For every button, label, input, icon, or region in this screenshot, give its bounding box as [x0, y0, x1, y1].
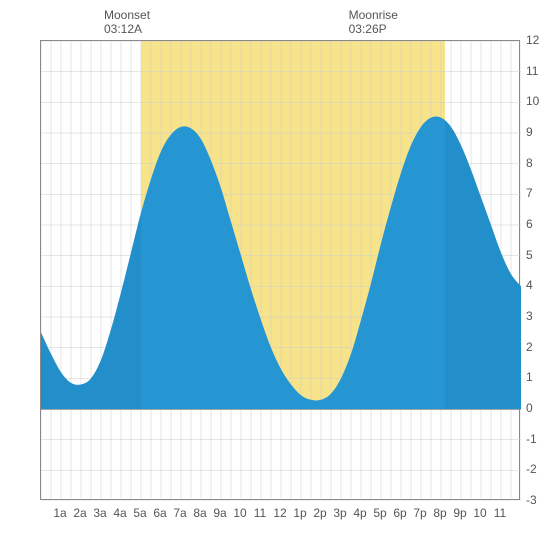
- moonset-time: 03:12A: [104, 22, 150, 36]
- y-tick: 5: [526, 248, 533, 262]
- moonrise-time: 03:26P: [349, 22, 398, 36]
- x-tick: 12: [273, 506, 286, 520]
- x-tick: 7a: [173, 506, 186, 520]
- x-tick: 7p: [413, 506, 426, 520]
- x-tick: 3a: [93, 506, 106, 520]
- x-tick: 9p: [453, 506, 466, 520]
- x-tick: 6p: [393, 506, 406, 520]
- x-tick: 4p: [353, 506, 366, 520]
- plot-area: [40, 40, 520, 500]
- night-after: [445, 41, 521, 501]
- x-tick: 3p: [333, 506, 346, 520]
- moonrise-annotation: Moonrise03:26P: [349, 8, 398, 36]
- x-tick: 9a: [213, 506, 226, 520]
- x-tick: 8p: [433, 506, 446, 520]
- y-tick: 0: [526, 401, 533, 415]
- x-tick: 10: [233, 506, 246, 520]
- y-tick: 8: [526, 156, 533, 170]
- x-tick: 5a: [133, 506, 146, 520]
- x-tick: 11: [254, 506, 266, 520]
- y-tick: 12: [526, 33, 539, 47]
- y-tick: -1: [526, 432, 537, 446]
- y-tick: 10: [526, 94, 539, 108]
- x-tick: 2a: [73, 506, 86, 520]
- y-tick: 2: [526, 340, 533, 354]
- y-tick: 4: [526, 278, 533, 292]
- y-tick: -3: [526, 493, 537, 507]
- x-tick: 5p: [373, 506, 386, 520]
- x-tick: 4a: [113, 506, 126, 520]
- x-tick: 1a: [53, 506, 66, 520]
- y-tick: 6: [526, 217, 533, 231]
- x-tick: 2p: [313, 506, 326, 520]
- x-tick: 11: [494, 506, 506, 520]
- tide-chart: { "chart": { "type": "area", "width": 55…: [0, 0, 550, 550]
- y-tick: 7: [526, 186, 533, 200]
- x-tick: 6a: [153, 506, 166, 520]
- moonrise-title: Moonrise: [349, 8, 398, 22]
- x-tick: 1p: [293, 506, 306, 520]
- x-tick: 10: [473, 506, 486, 520]
- moonset-title: Moonset: [104, 8, 150, 22]
- y-tick: 3: [526, 309, 533, 323]
- y-tick: -2: [526, 462, 537, 476]
- x-tick: 8a: [193, 506, 206, 520]
- y-tick: 9: [526, 125, 533, 139]
- y-tick: 1: [526, 370, 533, 384]
- y-tick: 11: [526, 64, 538, 78]
- moonset-annotation: Moonset03:12A: [104, 8, 150, 36]
